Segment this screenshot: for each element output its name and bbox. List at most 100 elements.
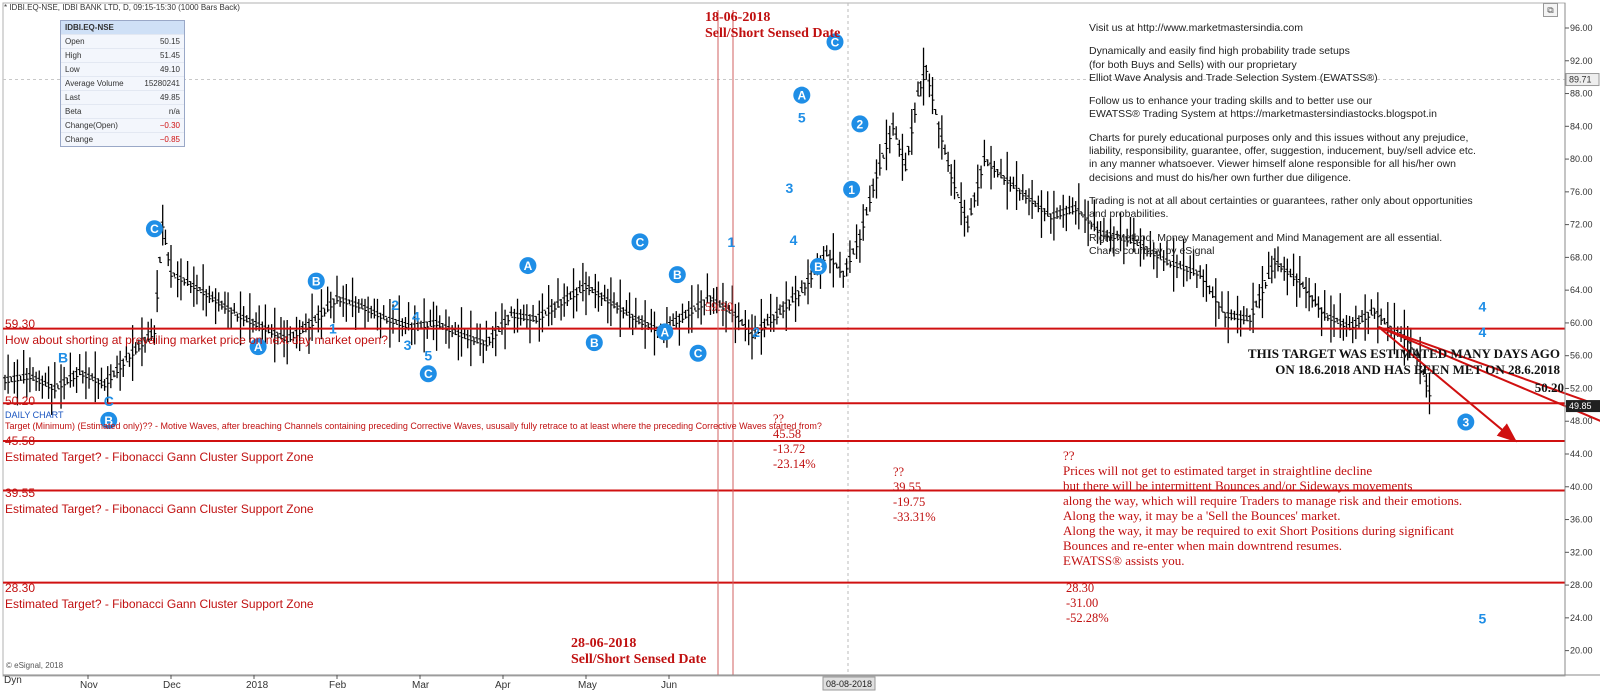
info-panel: Visit us at http://www.marketmastersindi… — [1089, 22, 1529, 268]
level-4558-label: 45.58 — [5, 434, 36, 448]
wave-label: B — [104, 414, 113, 428]
quote-row: Last 49.85 — [61, 90, 184, 104]
esignal-credit: © eSignal, 2018 — [6, 661, 64, 670]
x-tick-label: May — [578, 680, 597, 691]
x-tick-label: Nov — [80, 680, 98, 691]
zone-label: Estimated Target? - Fibonacci Gann Clust… — [5, 502, 314, 516]
x-tick-label: 2018 — [246, 680, 269, 691]
wave-label: 4 — [1479, 324, 1487, 340]
y-tick-label: 60.00 — [1570, 318, 1593, 328]
zone-label: Estimated Target? - Fibonacci Gann Clust… — [5, 450, 314, 464]
warning-note: ?? Prices will not get to estimated targ… — [1063, 448, 1463, 568]
y-tick-label: 36.00 — [1570, 515, 1593, 525]
y-tick-label: 24.00 — [1570, 613, 1593, 623]
quote-label: Last — [65, 93, 81, 102]
wave-label-circle — [145, 220, 163, 238]
quote-value: −0.30 — [159, 121, 180, 130]
target-2-label: ?? 39.55 -19.75 -33.31% — [893, 465, 936, 524]
wave-label-circle — [519, 257, 537, 275]
shorting-question: How about shorting at prevailing market … — [5, 333, 388, 347]
wave-label: C — [150, 222, 159, 236]
max-price-label: 89.71 — [1569, 75, 1592, 85]
x-tick-label: Apr — [495, 680, 511, 691]
y-tick-label: 32.00 — [1570, 547, 1593, 557]
x-tick-label: Mar — [412, 680, 430, 691]
target-1-label: ?? 45.58 -13.72 -23.14% — [773, 412, 816, 471]
wave-label: C — [104, 393, 114, 409]
quote-label: Average Volume — [65, 79, 124, 88]
quote-value: 49.10 — [159, 65, 180, 74]
quote-label: Change(Open) — [65, 121, 118, 130]
quote-value: 51.45 — [159, 51, 180, 60]
target-arrow — [1378, 326, 1518, 443]
y-tick-label: 44.00 — [1570, 449, 1593, 459]
end-date-label: 08-08-2018 — [826, 679, 872, 689]
info-paragraph: Follow us to enhance your trading skills… — [1089, 95, 1437, 121]
right-5020-label: 50.20 — [1534, 380, 1564, 395]
wave-label: 5 — [424, 348, 432, 364]
quote-row: Low 49.10 — [61, 62, 184, 76]
y-tick-label: 72.00 — [1570, 220, 1593, 230]
quote-label: Open — [65, 37, 85, 46]
x-tick-label: Feb — [329, 680, 347, 691]
right-5930-label: 59.30 — [705, 300, 734, 314]
y-tick-label: 20.00 — [1570, 646, 1593, 656]
end-date-tag — [822, 676, 876, 691]
wave-label-circle — [631, 233, 649, 251]
wave-label-circle — [689, 344, 707, 362]
quote-row: Open 50.15 — [61, 34, 184, 48]
wave-label: 1 — [848, 183, 855, 197]
target-met-note: THIS TARGET WAS ESTIMATED MANY DAYS AGO … — [1247, 346, 1560, 377]
wave-label: A — [524, 259, 533, 273]
quote-value: n/a — [168, 107, 180, 116]
last-price-label: 49.85 — [1569, 401, 1592, 411]
level-2830-label: 28.30 — [5, 581, 36, 595]
wave-label-circle — [419, 365, 437, 383]
wave-label: B — [673, 268, 682, 282]
wave-label: A — [797, 89, 806, 103]
daily-chart-label: DAILY CHART — [5, 410, 64, 420]
wave-label: C — [424, 367, 433, 381]
wave-label-circle — [843, 180, 861, 198]
level-5930-label: 59.30 — [5, 317, 36, 331]
wave-label: 4 — [412, 308, 420, 324]
quote-row: Average Volume 15280241 — [61, 76, 184, 90]
info-paragraph: Charts for purely educational purposes o… — [1089, 131, 1476, 184]
y-tick-label: 68.00 — [1570, 252, 1593, 262]
info-paragraph: Dynamically and easily find high probabi… — [1089, 45, 1378, 84]
chart-title: * IDBI.EQ-NSE, IDBI BANK LTD, D, 09:15-1… — [4, 3, 240, 12]
wave-label: 2 — [857, 117, 864, 131]
quote-value: 50.15 — [159, 37, 180, 46]
quote-symbol: IDBI.EQ-NSE — [61, 21, 184, 34]
x-tick-label: Dec — [163, 680, 181, 691]
y-tick-label: 28.00 — [1570, 580, 1593, 590]
wave-label: 3 — [785, 180, 793, 196]
wave-label-circle — [668, 266, 686, 284]
y-tick-label: 48.00 — [1570, 416, 1593, 426]
y-tick-label: 40.00 — [1570, 482, 1593, 492]
level-5020-label: 50.20 — [5, 394, 36, 408]
wave-label: B — [590, 336, 599, 350]
wave-label: 2 — [391, 297, 399, 313]
wave-label: 5 — [798, 109, 806, 125]
info-paragraph: Right Method, Money Management and Mind … — [1089, 231, 1443, 257]
target-3-label: 28.30 -31.00 -52.28% — [1066, 581, 1109, 625]
window-restore-icon[interactable]: ⧉ — [1543, 3, 1558, 17]
y-tick-label: 80.00 — [1570, 154, 1593, 164]
quote-label: High — [65, 51, 82, 60]
wave-label: C — [831, 35, 840, 49]
dyn-button[interactable]: Dyn — [4, 675, 22, 686]
wave-label: 1 — [329, 321, 337, 337]
wave-label: 4 — [1479, 299, 1487, 315]
target-arrow — [1378, 326, 1600, 407]
info-paragraph: Trading is not at all about certainties … — [1089, 194, 1473, 221]
max-price-tag — [1565, 73, 1600, 87]
wave-label: 1 — [727, 234, 735, 250]
wave-label: B — [312, 275, 321, 289]
wave-label: B — [814, 260, 823, 274]
wave-label: 3 — [1462, 416, 1469, 430]
y-tick-label: 92.00 — [1570, 56, 1593, 66]
y-tick-label: 84.00 — [1570, 121, 1593, 131]
quote-row: High 51.45 — [61, 48, 184, 62]
quote-value: 49.85 — [159, 93, 180, 102]
